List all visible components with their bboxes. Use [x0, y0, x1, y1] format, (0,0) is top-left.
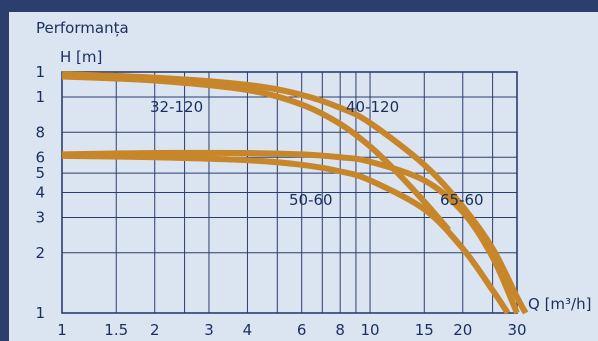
curve-32-120: [61, 73, 451, 232]
x-tick-label: 4: [243, 321, 253, 339]
series-label-50-60: 50-60: [289, 191, 333, 209]
series-label-65-60: 65-60: [440, 191, 484, 209]
x-tick-label: 20: [453, 321, 472, 339]
curve-40-120: [61, 71, 529, 315]
chart-title: Performanța: [36, 19, 129, 37]
pump-curves: [61, 71, 529, 315]
x-tick-label: 2: [150, 321, 160, 339]
x-tick-label: 8: [335, 321, 345, 339]
y-tick-label: 5: [35, 164, 45, 182]
x-tick-label: 3: [204, 321, 214, 339]
x-tick-label: 10: [360, 321, 379, 339]
y-tick-label: 1: [35, 63, 45, 81]
curve-65-60: [61, 149, 520, 315]
curve-50-60: [61, 152, 511, 315]
y-tick-label: 3: [35, 209, 45, 227]
series-label-40-120: 40-120: [346, 98, 399, 116]
x-axis-label-text: Q [m³/h]: [528, 295, 591, 313]
x-tick-label: 30: [507, 321, 526, 339]
y-tick-label: 1: [35, 304, 45, 322]
y-tick-label: 4: [35, 184, 45, 202]
y-tick-label: 2: [35, 244, 45, 262]
x-tick-label: 6: [297, 321, 307, 339]
y-tick-label: 1: [35, 88, 45, 106]
series-label-32-120: 32-120: [150, 98, 203, 116]
plot-border: [61, 71, 518, 314]
x-tick-label: 1: [57, 321, 67, 339]
y-tick-label: 8: [35, 123, 45, 141]
y-axis-label: H [m]: [60, 48, 102, 66]
series-labels: 32-120 40-120 50-60 65-60: [150, 98, 484, 209]
x-tick-label: 15: [415, 321, 434, 339]
chart-panel: [9, 12, 598, 341]
x-tick-label: 1.5: [104, 321, 128, 339]
x-axis-label: Q [m³/h]: [528, 295, 591, 313]
y-tick-label: 6: [35, 148, 45, 166]
